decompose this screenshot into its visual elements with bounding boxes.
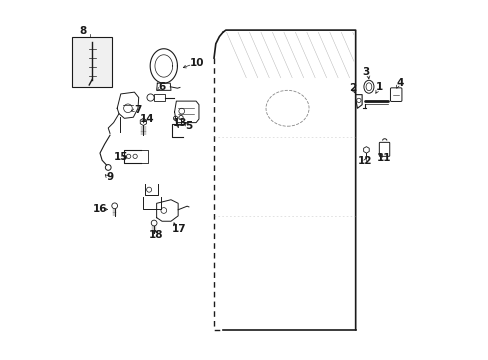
Text: 5: 5	[185, 121, 192, 131]
Text: 11: 11	[376, 153, 390, 163]
Text: 10: 10	[189, 58, 204, 68]
Text: 8: 8	[80, 26, 86, 36]
Bar	[154, 94, 164, 101]
Text: 1: 1	[375, 82, 382, 93]
Text: 18: 18	[148, 230, 163, 239]
Text: 2: 2	[348, 83, 356, 93]
Text: 6: 6	[158, 82, 165, 93]
Text: 9: 9	[106, 172, 113, 182]
Text: 3: 3	[362, 67, 369, 77]
Text: 13: 13	[172, 118, 187, 128]
Text: 7: 7	[134, 105, 141, 115]
Text: 15: 15	[113, 152, 128, 162]
Bar	[72, 37, 112, 87]
Text: 16: 16	[93, 204, 107, 215]
Text: 17: 17	[172, 225, 186, 234]
Text: 4: 4	[396, 78, 403, 88]
Text: 12: 12	[357, 156, 371, 166]
Text: 14: 14	[140, 114, 154, 124]
